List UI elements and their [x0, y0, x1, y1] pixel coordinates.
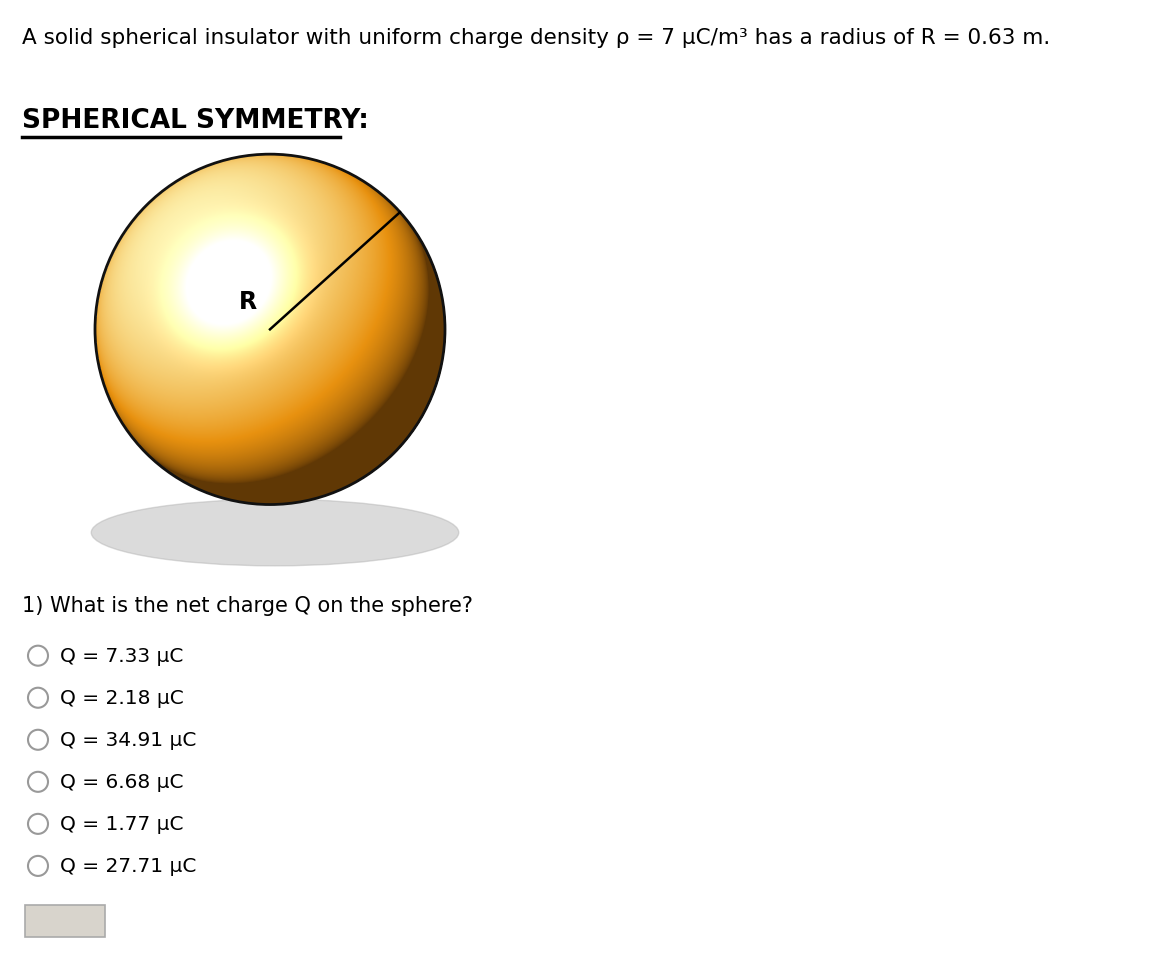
Text: Q = 6.68 μC: Q = 6.68 μC	[60, 773, 184, 792]
Text: A solid spherical insulator with uniform charge density ρ = 7 μC/m³ has a radius: A solid spherical insulator with uniform…	[22, 28, 1051, 48]
Ellipse shape	[91, 499, 459, 566]
Text: Q = 7.33 μC: Q = 7.33 μC	[60, 646, 184, 665]
Text: Q = 2.18 μC: Q = 2.18 μC	[60, 688, 184, 707]
Text: Q = 1.77 μC: Q = 1.77 μC	[60, 815, 184, 834]
FancyBboxPatch shape	[25, 905, 105, 937]
Text: Q = 27.71 μC: Q = 27.71 μC	[60, 857, 197, 876]
Text: SPHERICAL SYMMETRY:: SPHERICAL SYMMETRY:	[22, 108, 369, 134]
Text: Q = 34.91 μC: Q = 34.91 μC	[60, 731, 197, 749]
Text: Submit: Submit	[34, 912, 97, 930]
Text: R: R	[239, 290, 257, 314]
Text: 1) What is the net charge Q on the sphere?: 1) What is the net charge Q on the spher…	[22, 595, 473, 615]
